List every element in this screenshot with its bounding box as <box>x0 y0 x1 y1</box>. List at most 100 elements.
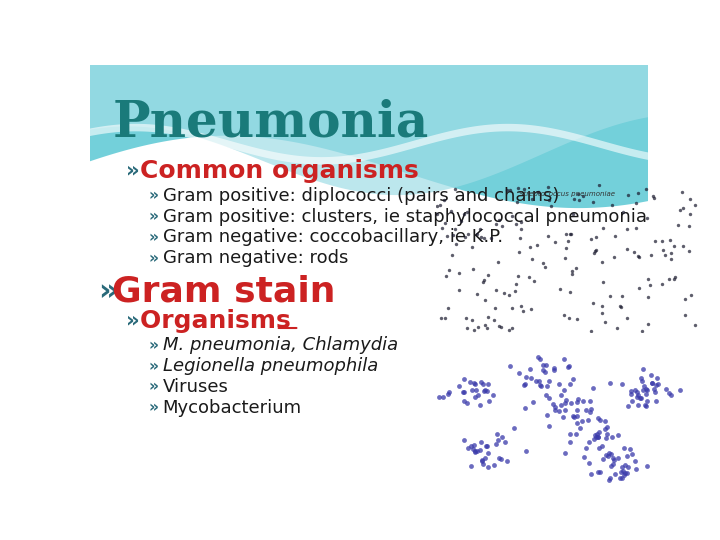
Text: Legionella pneumophila: Legionella pneumophila <box>163 357 378 375</box>
Point <box>622 401 634 410</box>
Point <box>585 235 597 244</box>
Point <box>591 430 603 438</box>
Point <box>487 391 499 400</box>
Point <box>475 437 487 446</box>
Point <box>668 242 680 251</box>
Point <box>623 463 634 471</box>
Text: »: » <box>148 359 158 374</box>
Point <box>486 234 498 242</box>
Point <box>446 251 458 259</box>
Point <box>648 384 660 393</box>
Point <box>444 387 455 396</box>
Point <box>651 374 662 382</box>
Point <box>467 444 478 453</box>
Point <box>503 291 515 300</box>
Point <box>502 456 513 465</box>
Point <box>633 189 644 198</box>
Point <box>490 220 501 228</box>
Point <box>588 435 600 443</box>
Point <box>520 447 531 455</box>
Point <box>521 372 532 381</box>
Point <box>604 292 616 300</box>
Point <box>458 374 469 383</box>
Text: »: » <box>99 277 118 306</box>
Point <box>571 397 582 406</box>
Point <box>518 185 530 193</box>
Point <box>645 251 657 260</box>
Text: Pneumonia: Pneumonia <box>112 98 428 147</box>
Point <box>657 245 669 254</box>
Point <box>583 458 595 467</box>
Point <box>548 400 559 409</box>
Point <box>449 185 461 193</box>
Text: Gram negative: rods: Gram negative: rods <box>163 249 348 267</box>
Point <box>603 449 615 457</box>
Point <box>608 454 619 462</box>
Point <box>554 284 565 293</box>
Point <box>482 271 494 279</box>
Point <box>481 442 492 450</box>
Point <box>515 225 526 233</box>
Point <box>585 327 597 336</box>
Point <box>596 258 608 266</box>
Point <box>456 217 467 226</box>
Point <box>608 456 620 464</box>
Point <box>439 218 451 227</box>
Point <box>649 194 660 202</box>
Point <box>592 413 603 422</box>
Point <box>635 374 647 383</box>
Point <box>571 418 582 427</box>
Point <box>636 377 647 386</box>
Point <box>542 183 554 192</box>
Point <box>596 441 608 450</box>
Point <box>474 225 486 234</box>
Text: »: » <box>148 188 158 203</box>
Point <box>482 449 493 457</box>
Point <box>632 391 644 400</box>
Text: »: » <box>148 230 158 245</box>
Point <box>525 374 536 383</box>
Point <box>642 386 653 395</box>
Point <box>477 455 488 464</box>
Point <box>478 234 490 242</box>
Point <box>633 284 644 293</box>
Point <box>542 231 554 240</box>
Point <box>472 390 484 399</box>
Text: Gram negative: coccobacillary, ie K.P.: Gram negative: coccobacillary, ie K.P. <box>163 228 503 246</box>
Point <box>636 326 648 335</box>
Point <box>564 437 575 446</box>
Point <box>622 191 634 199</box>
Point <box>457 388 469 396</box>
Point <box>632 401 644 409</box>
Point <box>442 304 454 313</box>
Point <box>444 266 455 274</box>
Point <box>665 391 677 400</box>
Point <box>471 230 482 239</box>
Point <box>555 391 567 400</box>
Point <box>619 468 631 477</box>
Point <box>554 380 565 388</box>
Point <box>560 244 572 252</box>
Point <box>575 424 586 433</box>
Point <box>525 364 536 373</box>
Text: Gram stain: Gram stain <box>112 274 336 308</box>
Point <box>641 213 652 222</box>
Point <box>513 247 525 256</box>
Point <box>539 262 551 271</box>
Point <box>469 441 480 450</box>
Point <box>479 386 490 394</box>
Point <box>680 311 691 320</box>
Point <box>660 384 672 393</box>
Point <box>470 386 482 394</box>
Point <box>608 253 619 262</box>
Point <box>640 384 652 393</box>
Point <box>495 322 507 331</box>
Point <box>590 246 601 255</box>
Point <box>585 405 597 414</box>
Point <box>475 378 487 387</box>
Point <box>433 393 444 402</box>
Point <box>568 413 580 422</box>
Point <box>558 354 570 363</box>
Point <box>468 379 480 388</box>
Point <box>496 221 508 230</box>
